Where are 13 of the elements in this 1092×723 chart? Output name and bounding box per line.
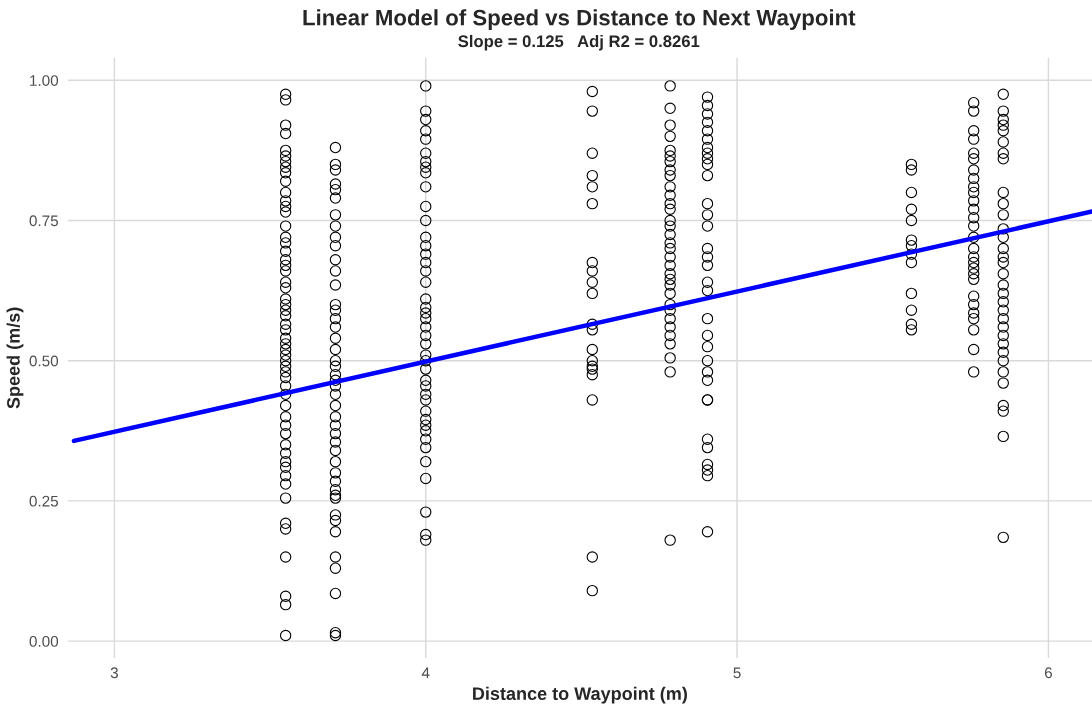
y-tick-label: 1.00: [30, 75, 59, 86]
x-tick-label: 4: [421, 667, 430, 679]
y-tick-label: 0.50: [29, 355, 59, 367]
y-tick-label: 0.75: [29, 215, 59, 227]
x-tick-label: 5: [733, 667, 741, 679]
chart-title: Linear Model of Speed vs Distance to Next Waypoint: [303, 9, 856, 30]
x-tick-label: 6: [1044, 667, 1052, 679]
y-tick-label: 0.00: [29, 635, 59, 647]
y-axis-title: Speed (m/s): [6, 307, 24, 409]
chart-subtitle: Slope = 0.125 Adj R2 = 0.8261: [458, 34, 700, 51]
x-tick-label: 3: [110, 667, 118, 679]
x-axis-title: Distance to Waypoint (m): [473, 686, 687, 704]
y-tick-label: 0.25: [29, 495, 59, 507]
